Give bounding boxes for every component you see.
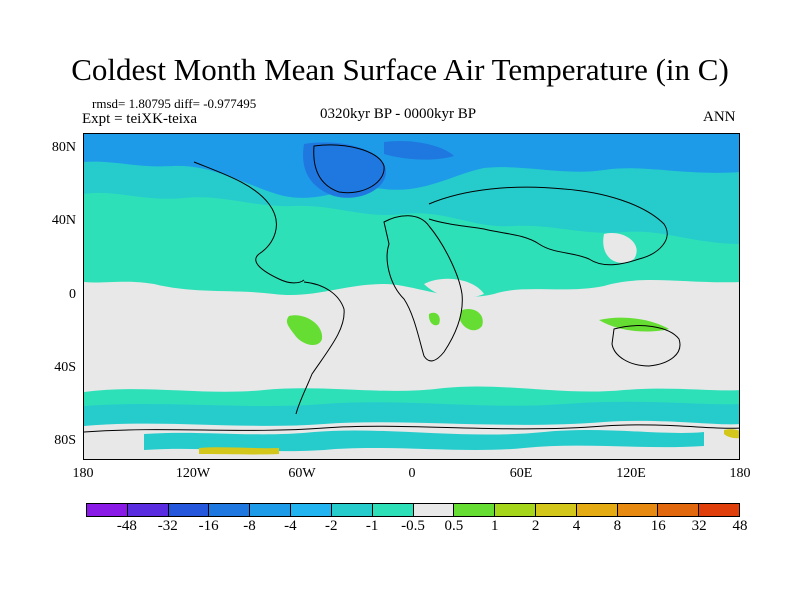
coast-north-america [193,161,305,284]
colorbar-cell [454,504,496,516]
colorbar-label: 32 [691,518,707,534]
colorbar-label: 4 [572,518,581,534]
colorbar-label: 2 [531,518,540,534]
colorbar-cell [699,504,739,516]
y-tick-40s: 40S [54,360,76,375]
period-label: 0320kyr BP - 0000kyr BP [320,106,477,122]
y-tick-40n: 40N [51,213,76,228]
stats-label: rmsd= 1.80795 diff= -0.977495 [92,96,257,111]
map-panel [83,133,740,460]
coast-europe-africa [383,215,463,362]
coastlines [84,144,739,433]
coast-asia [428,186,668,266]
colorbar-label: -1 [365,518,379,534]
x-tick-60e: 60E [509,466,533,481]
colorbar-label: 16 [650,518,666,534]
colorbar-label: -32 [157,518,178,534]
colorbar-label: 48 [732,518,748,534]
x-tick-180e: 180 [729,466,751,481]
colorbar [86,503,740,517]
colorbar-cell [250,504,292,516]
field-warm-antarctic-east [724,429,739,439]
season-label: ANN [703,109,736,125]
field-cool-north-blue [84,134,739,198]
colorbar-label: -2 [325,518,338,534]
temperature-map [84,134,739,459]
field-warm-australia [599,317,669,332]
y-tick-80n: 80N [51,140,76,155]
field-neutral-atlantic [424,278,484,299]
colorbar-cell [87,504,128,516]
x-tick-60w: 60W [288,466,316,481]
colorbar-cell [617,504,659,516]
colorbar-cell [535,504,577,516]
field-warm-africa [460,308,483,331]
coast-south-america [295,281,345,415]
colorbar-cell [372,504,414,516]
chart-title: Coldest Month Mean Surface Air Temperatu… [71,52,729,87]
colorbar-label: -16 [198,518,219,534]
field-warm-africa-east [428,312,440,326]
colorbar-cell [495,504,536,516]
colorbar-cell [658,504,700,516]
x-tick-0: 0 [408,466,416,481]
y-tick-80s: 80S [54,433,76,448]
coast-antarctica [84,424,739,433]
field-warm-southamerica [286,315,323,346]
colorbar-label: -4 [284,518,297,534]
field-cool-arctic [384,140,454,160]
y-tick-eq: 0 [69,287,76,302]
colorbar-cell [127,504,169,516]
field-neutral-asia [603,233,637,263]
experiment-label: Expt = teiXK-teixa [82,111,198,127]
colorbar-label: 0.5 [444,518,464,534]
colorbar-cell [413,504,455,516]
colorbar-label: -0.5 [401,518,425,534]
field-warm-antarctic-strip [199,447,279,455]
colorbar-cell [576,504,618,516]
x-tick-120e: 120E [616,466,646,481]
colorbar-cell [168,504,210,516]
colorbar-label: -48 [116,518,137,534]
colorbar-label: -8 [243,518,256,534]
colorbar-label: 1 [491,518,499,534]
field-cool-antarctic [144,430,704,452]
colorbar-label: 8 [613,518,622,534]
colorbar-cell [209,504,251,516]
x-tick-120w: 120W [175,466,211,481]
coast-australia [611,325,681,367]
x-tick-180w: 180 [72,466,94,481]
coast-greenland [313,144,385,194]
colorbar-cell [331,504,373,516]
colorbar-cell [291,504,332,516]
field-cool-greenland [303,142,386,198]
